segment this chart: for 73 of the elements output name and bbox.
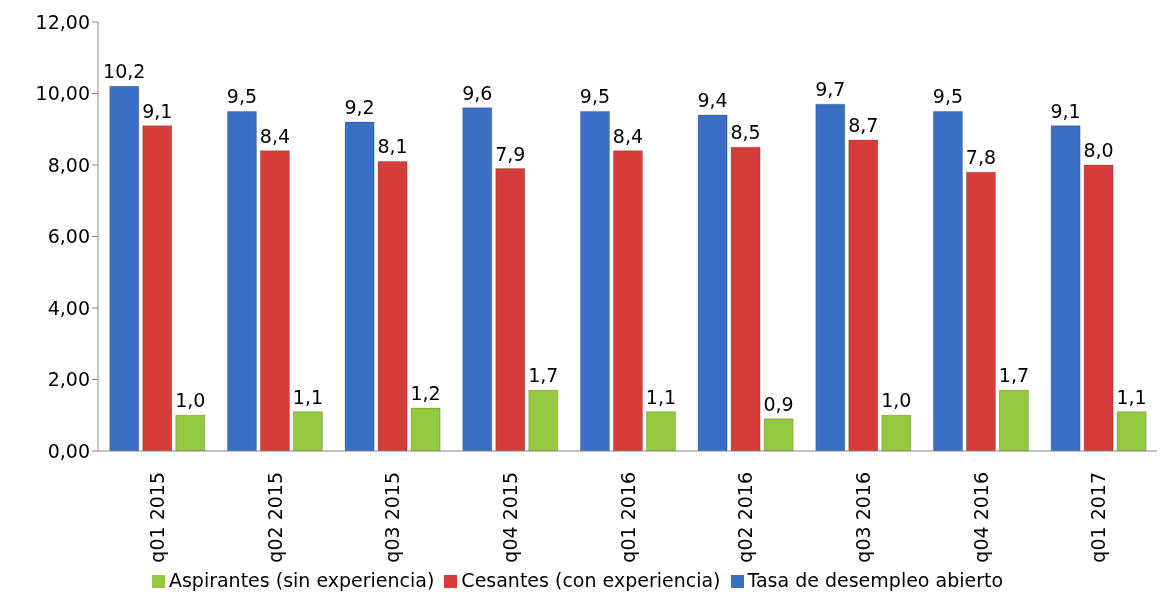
- data-label: 8,1: [377, 135, 408, 158]
- data-label: 8,7: [848, 113, 879, 136]
- data-label: 1,1: [1116, 385, 1147, 408]
- bar: [377, 160, 408, 451]
- x-tick-label: q01 2015: [145, 472, 168, 563]
- x-tick-label: q02 2016: [734, 472, 757, 563]
- bar: [815, 103, 846, 451]
- bar: [1116, 411, 1147, 451]
- data-label: 8,4: [259, 124, 291, 147]
- bar: [109, 85, 140, 451]
- data-label: 1,0: [881, 389, 912, 412]
- legend-label: Aspirantes (sin experiencia): [168, 569, 435, 591]
- bar: [1050, 125, 1081, 451]
- x-tick-label: q02 2015: [263, 472, 286, 563]
- data-label: 9,5: [226, 85, 258, 108]
- bar: [410, 407, 441, 451]
- bar: [462, 107, 493, 451]
- y-tick-label: 4,00: [47, 296, 90, 319]
- data-label: 1,7: [998, 364, 1030, 387]
- x-tick-label: q03 2015: [381, 472, 404, 563]
- bar: [998, 389, 1029, 451]
- y-tick-label: 6,00: [47, 225, 90, 248]
- data-label: 8,5: [730, 121, 761, 144]
- data-label: 10,2: [103, 60, 146, 83]
- data-label: 9,7: [815, 78, 846, 101]
- data-label: 9,5: [932, 85, 964, 108]
- data-label: 9,1: [1050, 99, 1081, 122]
- bar: [645, 411, 676, 451]
- x-tick-label: q04 2015: [498, 472, 521, 563]
- bar: [344, 121, 375, 451]
- data-label: 1,2: [410, 382, 441, 405]
- bar: [175, 414, 206, 451]
- bar: [259, 150, 290, 451]
- bar: [292, 411, 323, 451]
- x-tick-label: q04 2016: [969, 472, 992, 563]
- data-label: 7,8: [965, 146, 997, 169]
- data-label: 1,7: [528, 364, 559, 387]
- data-label: 9,6: [462, 81, 493, 104]
- data-label: 8,0: [1083, 139, 1114, 161]
- data-label: 1,0: [175, 389, 206, 412]
- bar: [612, 150, 643, 451]
- data-label: 9,2: [344, 96, 375, 119]
- y-tick-label: 2,00: [47, 368, 90, 391]
- data-label: 1,1: [292, 385, 324, 408]
- bar: [528, 389, 559, 451]
- bar: [730, 146, 761, 451]
- data-label: 0,9: [763, 392, 794, 415]
- bar: [579, 110, 610, 451]
- legend-label: Tasa de desempleo abierto: [747, 569, 1004, 591]
- data-label: 8,4: [612, 124, 644, 147]
- legend-label: Cesantes (con experiencia): [461, 569, 721, 591]
- x-tick-label: q01 2017: [1087, 472, 1110, 563]
- bar: [1083, 164, 1114, 451]
- x-tick-label: q01 2016: [616, 472, 639, 563]
- bar: [495, 168, 526, 451]
- data-label: 1,1: [645, 385, 677, 408]
- bar: [226, 110, 257, 451]
- bar: [848, 139, 879, 451]
- y-tick-label: 12,00: [35, 10, 90, 33]
- bar: [932, 110, 963, 451]
- y-tick-label: 10,00: [35, 82, 90, 105]
- bar: [965, 171, 996, 451]
- y-tick-label: 8,00: [47, 153, 90, 176]
- data-label: 7,9: [495, 142, 526, 165]
- data-label: 9,1: [142, 99, 173, 122]
- x-tick-label: q03 2016: [851, 472, 874, 563]
- bar: [142, 125, 173, 451]
- bar: [881, 414, 912, 451]
- bar: [763, 418, 794, 451]
- bar: [697, 114, 728, 451]
- data-label: 9,5: [579, 85, 611, 108]
- data-label: 9,4: [697, 88, 728, 111]
- y-tick-label: 0,00: [47, 439, 90, 462]
